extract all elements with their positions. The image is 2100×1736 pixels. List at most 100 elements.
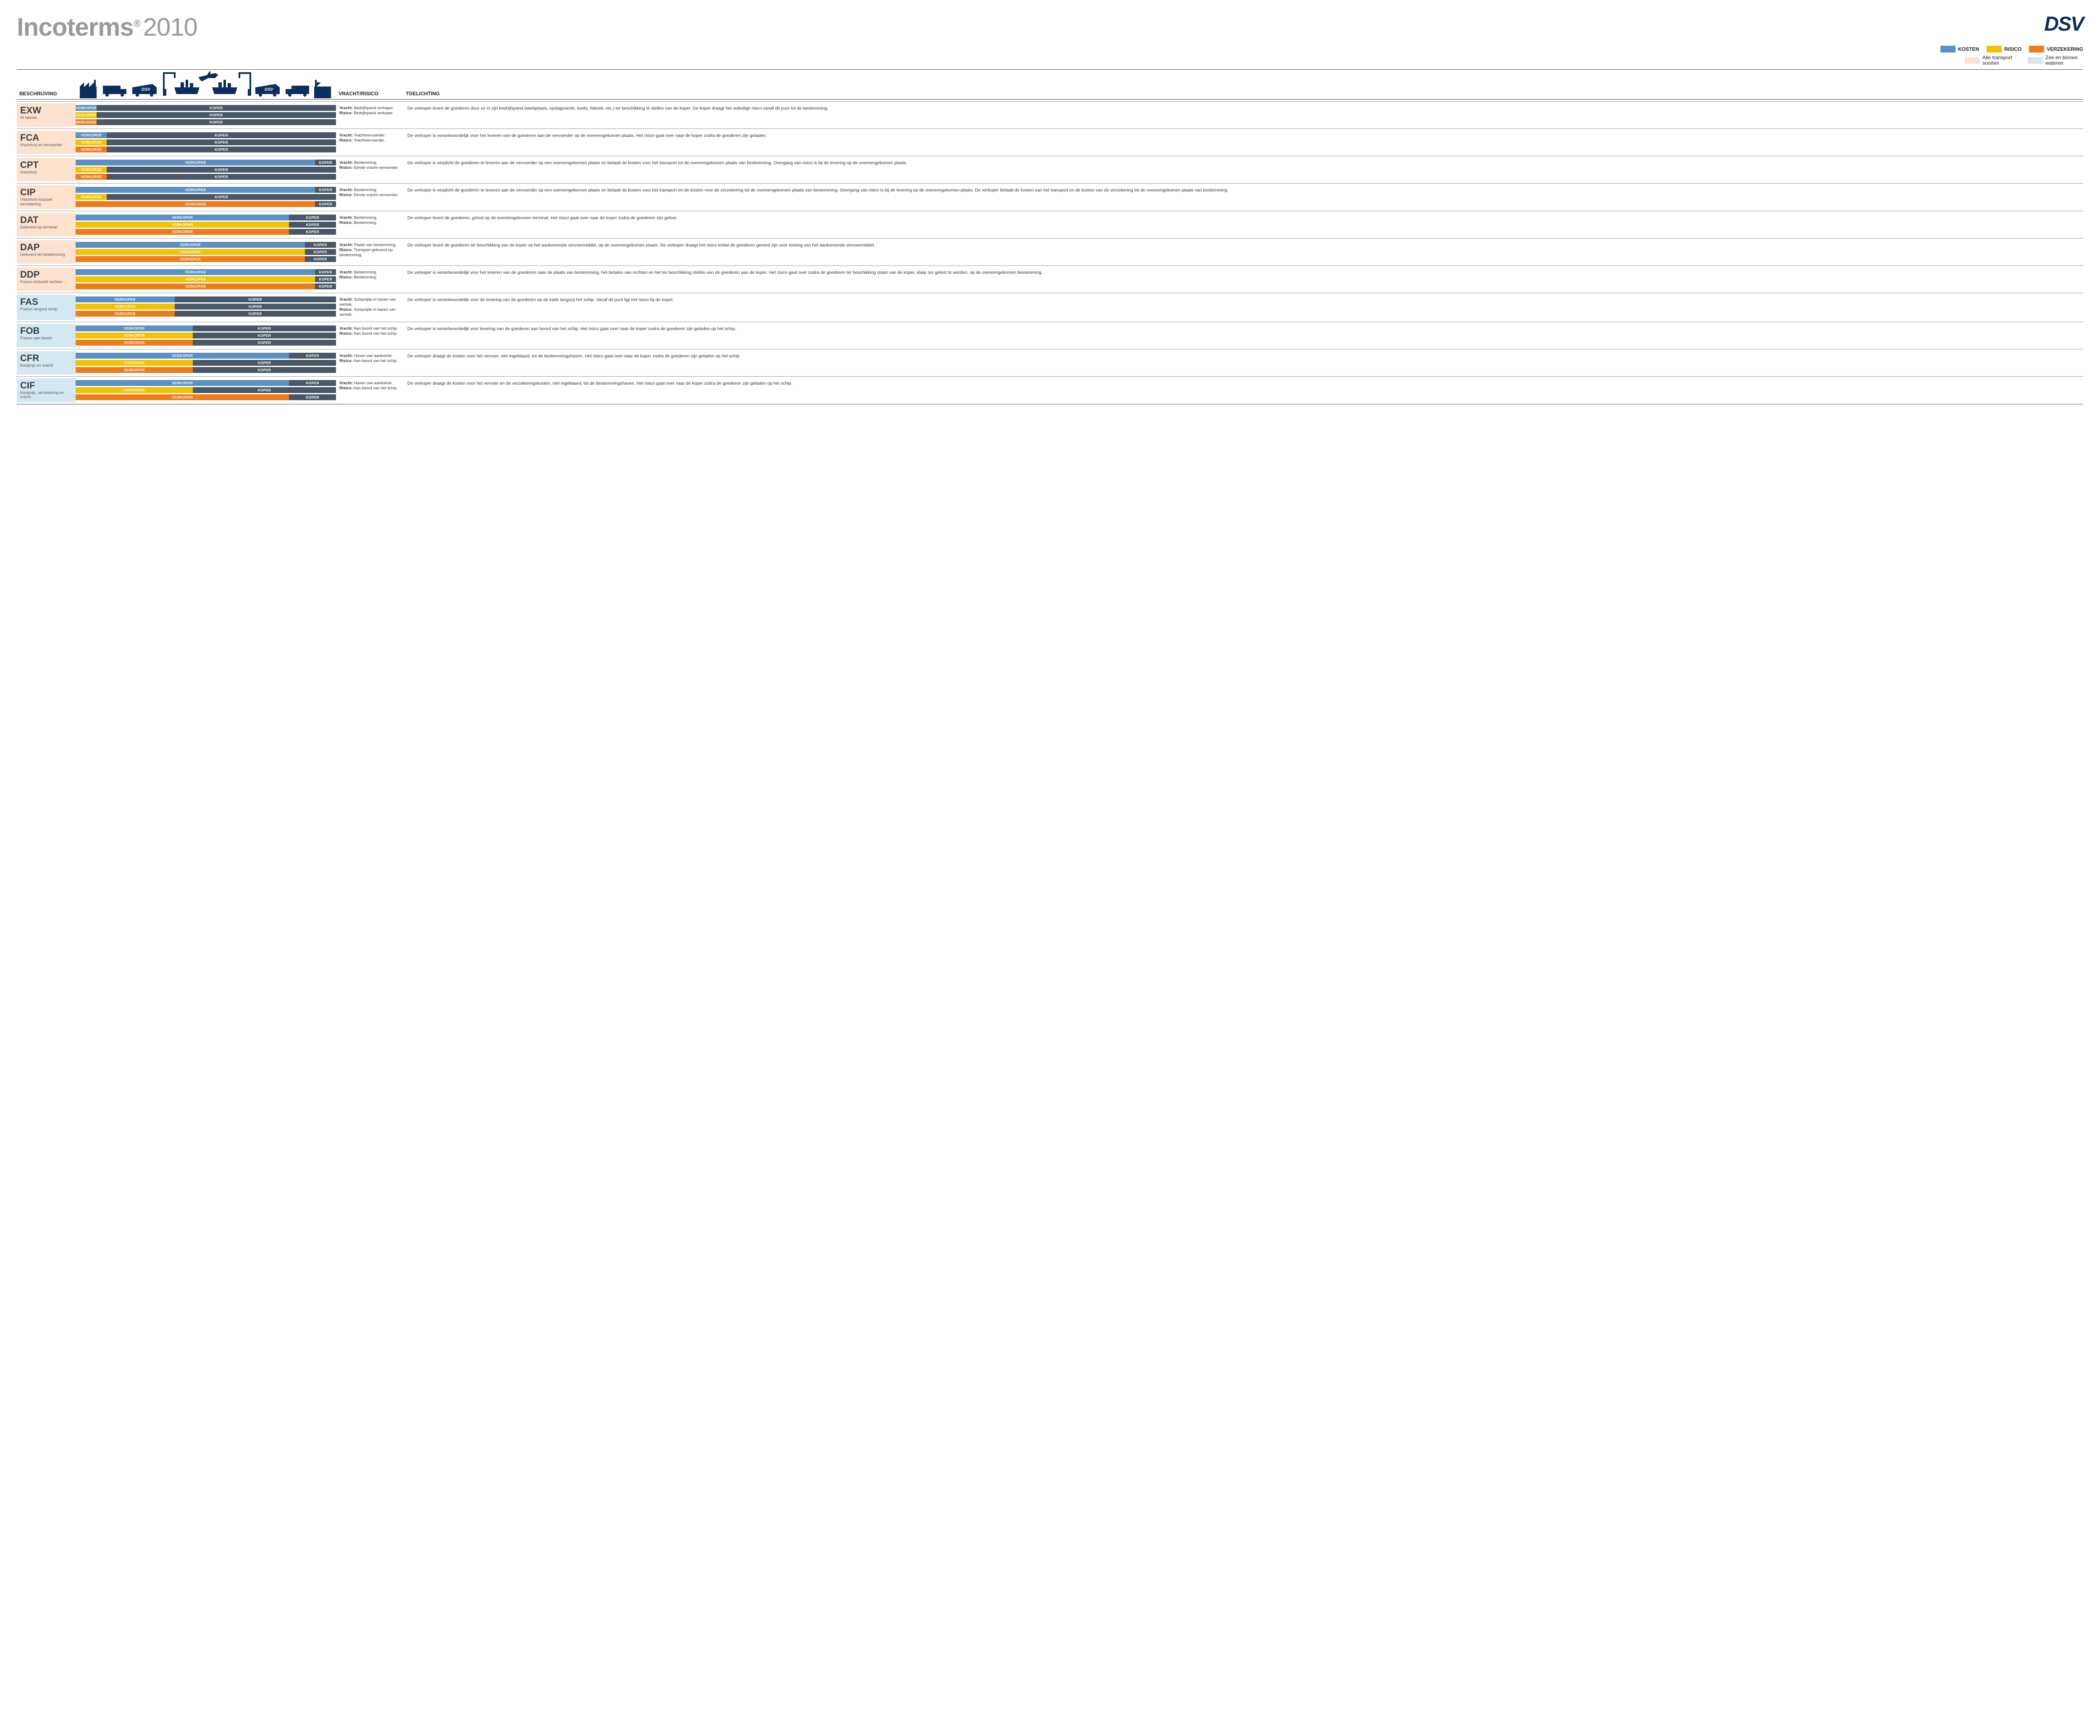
bar-risico: VERKOPERKOPER bbox=[76, 249, 336, 255]
bar-buyer: KOPER bbox=[175, 296, 336, 302]
swatch-all-modes bbox=[1965, 57, 1980, 64]
bar-buyer: KOPER bbox=[193, 360, 336, 366]
term-desc: CPTVrachtvrij bbox=[17, 158, 76, 181]
bar-kosten: VERKOPERKOPER bbox=[76, 353, 336, 359]
term-code: CFR bbox=[20, 354, 72, 363]
bar-kosten: VERKOPERKOPER bbox=[76, 296, 336, 302]
title-reg: ® bbox=[134, 18, 141, 29]
term-code: CPT bbox=[20, 160, 72, 170]
bar-buyer: KOPER bbox=[289, 353, 336, 359]
title-main: Incoterms bbox=[17, 13, 134, 41]
bar-buyer: KOPER bbox=[305, 242, 336, 248]
term-desc: CFRKostprijs en vracht bbox=[17, 351, 76, 375]
bar-seller: VERKOPER bbox=[76, 201, 315, 207]
bar-buyer: KOPER bbox=[175, 311, 336, 317]
bar-seller: VERKOPER bbox=[76, 311, 175, 317]
term-desc: CIPVrachtvrij inclusief verzekering bbox=[17, 185, 76, 209]
term-desc: DATGeleverd op terminal bbox=[17, 213, 76, 236]
bar-seller: VERKOPER bbox=[76, 222, 289, 228]
bar-buyer: KOPER bbox=[315, 187, 336, 193]
term-toelichting: De verkoper draagt de kosten voor het ve… bbox=[403, 351, 2083, 375]
bar-buyer: KOPER bbox=[315, 160, 336, 165]
bar-verzekering: VERKOPERKOPER bbox=[76, 174, 336, 180]
term-row-cif: CIFKostprijs, verzekering en vrachtVERKO… bbox=[17, 376, 2083, 404]
bar-seller: VERKOPER bbox=[76, 187, 315, 193]
term-bars: VERKOPERKOPERVERKOPERKOPERVERKOPERKOPER bbox=[76, 378, 336, 402]
term-code: EXW bbox=[20, 106, 72, 115]
bar-verzekering: VERKOPERKOPER bbox=[76, 256, 336, 262]
bar-verzekering: VERKOPERKOPER bbox=[76, 147, 336, 152]
bar-buyer: KOPER bbox=[193, 367, 336, 373]
transport-icons: DSV DSV bbox=[80, 70, 332, 98]
term-desc: CIFKostprijs, verzekering en vracht bbox=[17, 378, 76, 402]
term-code: CIF bbox=[20, 381, 72, 390]
bar-verzekering: VERKOPERKOPER bbox=[76, 283, 336, 289]
bar-verzekering: VERKOPERKOPER bbox=[76, 201, 336, 207]
bar-risico: VERKOPERKOPER bbox=[76, 167, 336, 173]
bar-kosten: VERKOPERKOPER bbox=[76, 215, 336, 220]
bar-buyer: KOPER bbox=[305, 256, 336, 262]
bar-kosten: VERKOPERKOPER bbox=[76, 325, 336, 331]
bar-kosten: VERKOPERKOPER bbox=[76, 105, 336, 111]
transport-icons-strip: DSV DSV bbox=[76, 70, 336, 99]
term-row-ddp: DDPFranco inclusief rechtenVERKOPERKOPER… bbox=[17, 265, 2083, 293]
bar-seller: VERKOPER bbox=[76, 112, 97, 118]
bar-seller: VERKOPER bbox=[76, 353, 289, 359]
title-year: 2010 bbox=[143, 13, 197, 41]
term-toelichting: De verkoper is verantwoordelijk voor het… bbox=[403, 267, 2083, 291]
term-row-cip: CIPVrachtvrij inclusief verzekeringVERKO… bbox=[17, 183, 2083, 211]
bar-verzekering: VERKOPERKOPER bbox=[76, 367, 336, 373]
bar-risico: VERKOPERKOPER bbox=[76, 194, 336, 200]
bar-seller: VERKOPER bbox=[76, 283, 315, 289]
term-bars: VERKOPERKOPERVERKOPERKOPERVERKOPERKOPER bbox=[76, 103, 336, 127]
term-row-fob: FOBFranco aan boordVERKOPERKOPERVERKOPER… bbox=[17, 322, 2083, 349]
bar-seller: VERKOPER bbox=[76, 229, 289, 235]
term-vracht-risico: Vracht: Aan boord van het schip.Risico: … bbox=[336, 324, 403, 347]
term-desc: DAPGeleverd ter bestemming bbox=[17, 240, 76, 264]
bar-seller: VERKOPER bbox=[76, 242, 305, 248]
bar-kosten: VERKOPERKOPER bbox=[76, 380, 336, 386]
bar-kosten: VERKOPERKOPER bbox=[76, 132, 336, 138]
bar-kosten: VERKOPERKOPER bbox=[76, 187, 336, 193]
bar-buyer: KOPER bbox=[289, 222, 336, 228]
bar-risico: VERKOPERKOPER bbox=[76, 333, 336, 338]
bar-buyer: KOPER bbox=[107, 167, 336, 173]
bar-buyer: KOPER bbox=[305, 249, 336, 255]
svg-text:DSV: DSV bbox=[265, 87, 274, 92]
term-bars: VERKOPERKOPERVERKOPERKOPERVERKOPERKOPER bbox=[76, 131, 336, 154]
term-toelichting: De verkoper draagt de kosten voor het ve… bbox=[403, 378, 2083, 402]
header-toel: TOELICHTING bbox=[403, 88, 2083, 99]
bar-seller: VERKOPER bbox=[76, 105, 97, 111]
swatch-kosten bbox=[1940, 46, 1956, 52]
bar-seller: VERKOPER bbox=[76, 269, 315, 275]
bar-seller: VERKOPER bbox=[76, 194, 107, 200]
term-row-fca: FCAVrachtvrij tot vervoerderVERKOPERKOPE… bbox=[17, 128, 2083, 156]
term-sub: Vrachtvrij tot vervoerder bbox=[20, 143, 72, 147]
bar-buyer: KOPER bbox=[107, 132, 336, 138]
legend: KOSTEN RISICO VERZEKERING Alle transport… bbox=[17, 46, 2083, 66]
bar-seller: VERKOPER bbox=[76, 340, 193, 346]
bar-verzekering: VERKOPERKOPER bbox=[76, 394, 336, 400]
header-desc: BESCHRIJVING bbox=[17, 88, 76, 99]
term-code: CIP bbox=[20, 188, 72, 197]
term-bars: VERKOPERKOPERVERKOPERKOPERVERKOPERKOPER bbox=[76, 295, 336, 320]
bar-buyer: KOPER bbox=[315, 283, 336, 289]
term-row-exw: EXWAf fabriekVERKOPERKOPERVERKOPERKOPERV… bbox=[17, 101, 2083, 128]
term-vracht-risico: Vracht: Haven van aankomst.Risico: Aan b… bbox=[336, 351, 403, 375]
bar-verzekering: VERKOPERKOPER bbox=[76, 311, 336, 317]
term-toelichting: De verkoper is verplicht de goederen te … bbox=[403, 158, 2083, 181]
term-toelichting: De verkoper is verantwoordelijk voor het… bbox=[403, 131, 2083, 154]
bar-risico: VERKOPERKOPER bbox=[76, 222, 336, 228]
term-bars: VERKOPERKOPERVERKOPERKOPERVERKOPERKOPER bbox=[76, 185, 336, 209]
page-title: Incoterms®2010 bbox=[17, 13, 197, 42]
term-vracht-risico: Vracht: Bestemming.Risico: Eerste vracht… bbox=[336, 158, 403, 181]
term-row-dat: DATGeleverd op terminalVERKOPERKOPERVERK… bbox=[17, 211, 2083, 238]
term-sub: Kostprijs en vracht bbox=[20, 364, 72, 368]
bar-buyer: KOPER bbox=[193, 340, 336, 346]
svg-text:DSV: DSV bbox=[142, 87, 151, 92]
bar-risico: VERKOPERKOPER bbox=[76, 304, 336, 309]
term-vracht-risico: Vracht: Bestemming.Risico: Eerste vracht… bbox=[336, 185, 403, 209]
bar-seller: VERKOPER bbox=[76, 296, 175, 302]
term-code: DAT bbox=[20, 215, 72, 225]
bar-verzekering: VERKOPERKOPER bbox=[76, 229, 336, 235]
